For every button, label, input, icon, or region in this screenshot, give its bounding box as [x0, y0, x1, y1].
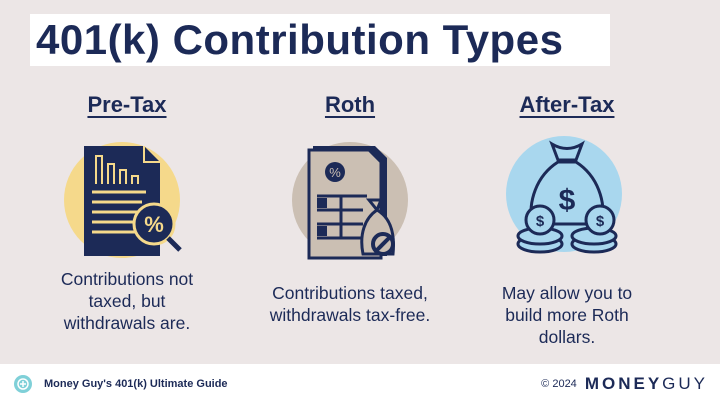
footer: Money Guy's 401(k) Ultimate Guide © 2024… [0, 364, 720, 404]
chat-plus-icon [14, 375, 32, 393]
svg-text:$: $ [559, 184, 576, 217]
svg-text:%: % [144, 212, 164, 237]
column-after-tax: After-Tax $ $ $ May allow you to build m… [452, 88, 682, 348]
svg-text:$: $ [596, 213, 605, 230]
money-bag-coins-icon: $ $ $ [506, 136, 622, 254]
brand-logo: MONEYGUY [584, 374, 708, 393]
description-roth: Contributions taxed, withdrawals tax-fre… [269, 283, 431, 325]
heading-pre-tax: Pre-Tax [87, 92, 167, 117]
heading-roth: Roth [324, 92, 376, 117]
guide-link[interactable]: Money Guy's 401(k) Ultimate Guide [44, 378, 228, 390]
column-roth: Roth % Contributions taxed, withdrawals … [235, 88, 465, 326]
description-pre-tax: Contributions not taxed, but withdrawals… [60, 269, 194, 333]
svg-text:%: % [329, 165, 341, 180]
svg-text:$: $ [536, 213, 545, 230]
heading-after-tax: After-Tax [519, 92, 615, 117]
document-money-bag-no-tax-icon: % [292, 142, 408, 260]
title-background [30, 14, 610, 66]
column-pre-tax: Pre-Tax % Contributions not taxed, but w… [12, 88, 242, 334]
description-after-tax: May allow you to build more Roth dollars… [501, 283, 633, 347]
page-title: 401(k) Contribution Types [36, 16, 564, 63]
document-percent-magnifier-icon: % [64, 142, 182, 258]
copyright: © 2024 [541, 378, 577, 390]
